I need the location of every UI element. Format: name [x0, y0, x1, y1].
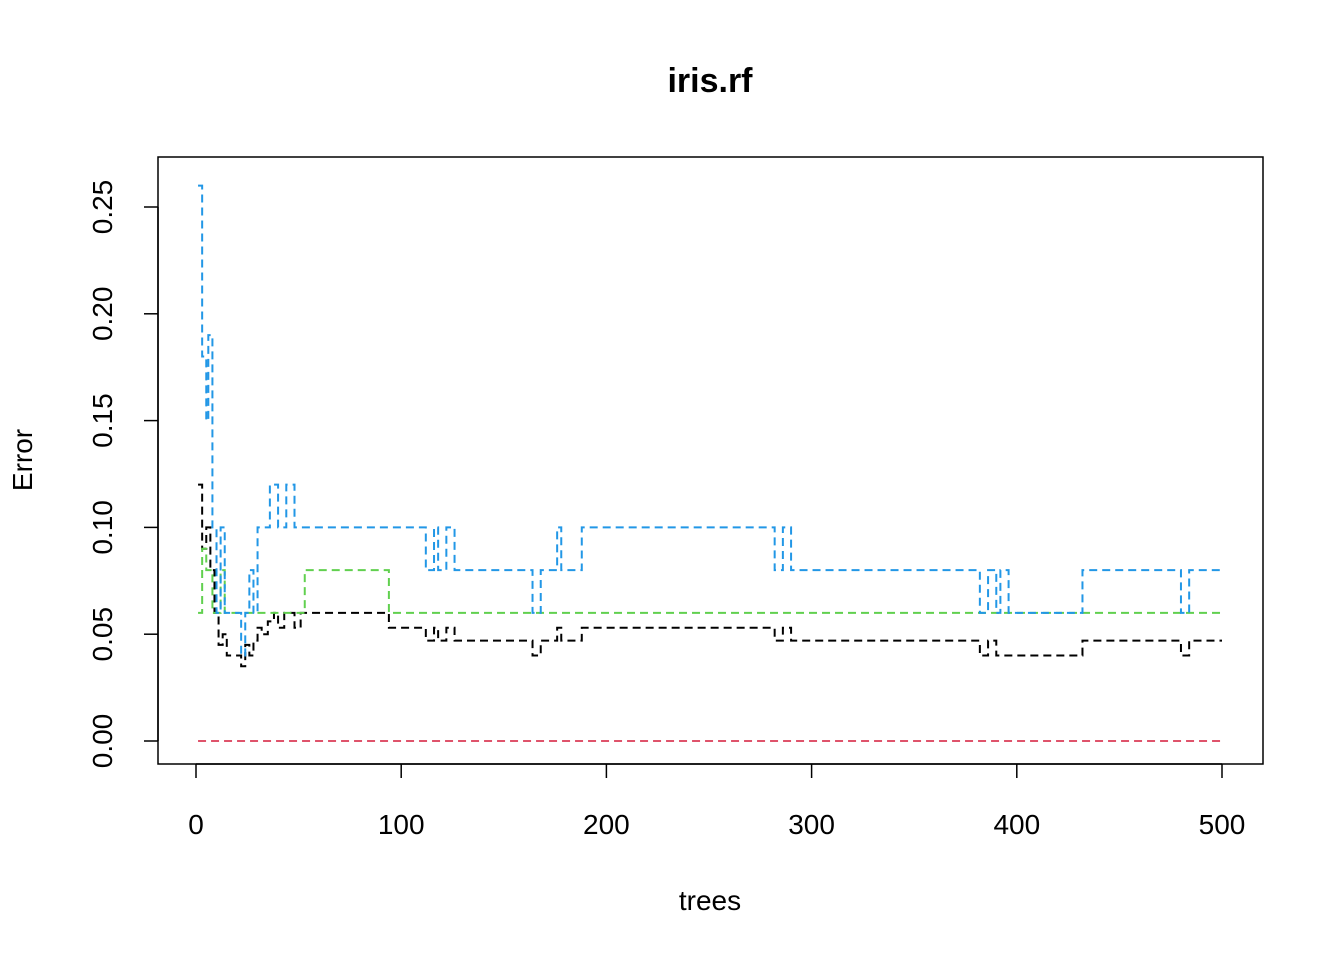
series-line-3: [198, 547, 1222, 614]
x-tick-label: 500: [1199, 809, 1246, 840]
chart-title: iris.rf: [667, 62, 753, 100]
series-line-1: [198, 483, 1222, 668]
y-tick-label: 0.20: [87, 287, 118, 342]
x-tick-label: 400: [993, 809, 1040, 840]
x-axis-label: trees: [679, 885, 741, 916]
y-tick-label: 0.25: [87, 180, 118, 235]
series-layer: [198, 184, 1222, 742]
x-tick-label: 300: [788, 809, 835, 840]
y-tick-label: 0.05: [87, 607, 118, 662]
x-tick-label: 200: [583, 809, 630, 840]
y-axis: 0.00 0.05 0.10 0.15 0.20 0.25: [87, 180, 159, 769]
plot-frame: [157, 156, 1264, 765]
y-tick-label: 0.00: [87, 714, 118, 769]
x-axis: 0 100 200 300 400 500: [188, 763, 1246, 840]
series-line-4: [198, 184, 1222, 657]
x-tick-label: 0: [188, 809, 204, 840]
y-tick-label: 0.15: [87, 393, 118, 448]
y-tick-label: 0.10: [87, 500, 118, 555]
x-tick-label: 100: [378, 809, 425, 840]
y-axis-label: Error: [7, 429, 38, 491]
